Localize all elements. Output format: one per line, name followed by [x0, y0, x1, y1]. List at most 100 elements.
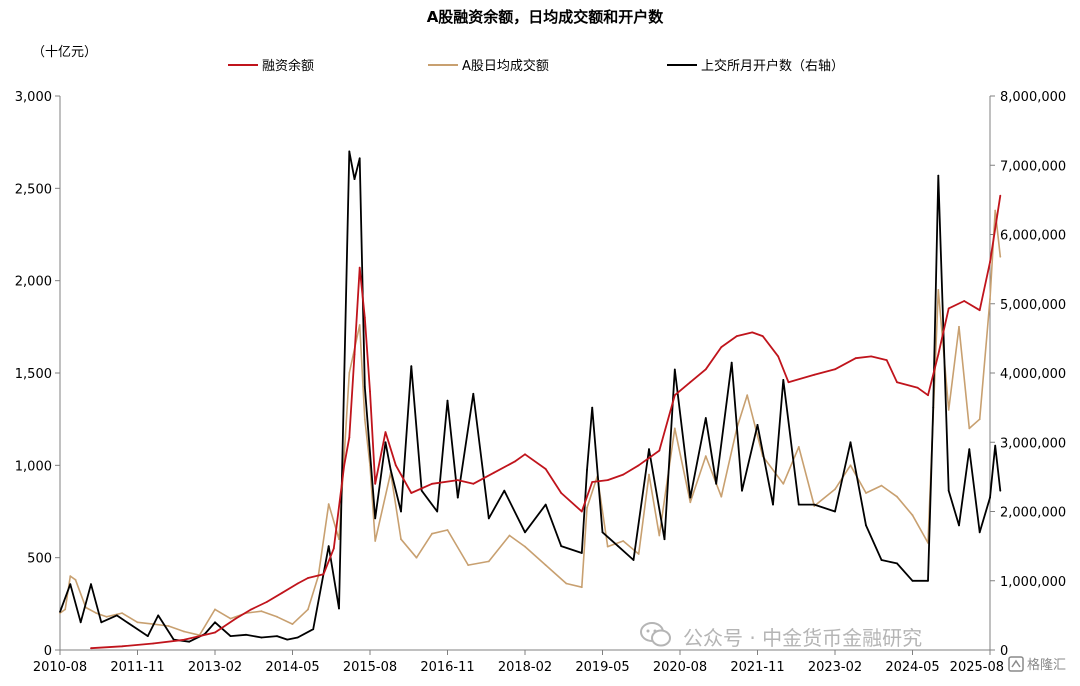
data-point: [74, 578, 77, 581]
data-point: [136, 621, 139, 624]
data-point: [384, 431, 387, 433]
data-point: [927, 579, 929, 582]
series-0: [90, 194, 1002, 650]
data-point: [276, 615, 278, 618]
data-point: [121, 612, 123, 614]
data-point: [978, 418, 981, 421]
data-point: [524, 531, 526, 534]
data-point: [730, 361, 733, 364]
y-left-tick-label: 2,000: [15, 275, 52, 290]
data-point: [157, 614, 160, 617]
y-unit-label: （十亿元）: [32, 45, 97, 60]
data-point: [513, 460, 516, 463]
data-point: [493, 471, 495, 474]
data-point: [689, 501, 692, 504]
data-point: [353, 178, 356, 181]
data-point: [565, 582, 568, 585]
data-point: [999, 255, 1002, 258]
data-point: [90, 583, 92, 586]
data-point: [673, 368, 676, 371]
data-point: [937, 289, 940, 291]
wechat-icon: [640, 622, 671, 647]
data-point: [968, 448, 971, 451]
data-point: [586, 506, 588, 509]
data-point: [591, 406, 594, 409]
data-point: [777, 355, 780, 358]
data-point: [782, 379, 785, 381]
data-point: [369, 390, 371, 393]
data-point: [343, 464, 346, 467]
y-right-tick-label: 2,000,000: [1000, 506, 1066, 521]
data-point: [214, 621, 216, 624]
data-point: [880, 484, 883, 487]
data-point: [704, 368, 707, 371]
data-point: [296, 582, 299, 585]
data-point: [896, 495, 898, 498]
data-point: [637, 464, 640, 467]
data-point: [152, 642, 154, 645]
data-point: [658, 534, 661, 537]
y-right-tick-label: 5,000,000: [1000, 298, 1066, 313]
data-point: [648, 473, 650, 476]
data-point: [115, 614, 118, 617]
data-point: [560, 545, 563, 547]
data-point: [978, 531, 981, 534]
y-right-tick-label: 7,000,000: [1000, 159, 1066, 174]
data-point: [265, 601, 268, 603]
data-point: [167, 625, 170, 627]
y-left-tick-label: 1,000: [15, 459, 52, 474]
data-point: [658, 449, 661, 452]
data-point: [487, 560, 490, 563]
y-right-tick-label: 1,000,000: [1000, 575, 1066, 590]
watermark: 公众号 · 中金货币金融研究 格隆汇: [640, 622, 1066, 673]
data-point: [363, 316, 366, 319]
data-point: [787, 381, 790, 384]
data-point: [937, 174, 940, 177]
data-point: [865, 492, 867, 494]
data-point: [937, 353, 940, 356]
data-point: [327, 545, 330, 547]
data-point: [456, 479, 459, 481]
x-tick-label: 2024-05: [885, 660, 939, 675]
y-left-tick-label: 2,500: [15, 182, 52, 197]
x-tick-label: 2014-05: [265, 660, 319, 675]
data-point: [704, 455, 707, 457]
data-point: [446, 399, 449, 402]
data-point: [580, 510, 583, 513]
data-point: [95, 612, 98, 614]
series-line: [59, 150, 1002, 643]
data-point: [146, 635, 149, 637]
data-point: [286, 638, 289, 641]
data-point: [374, 517, 377, 520]
data-point: [663, 538, 666, 541]
data-point: [958, 325, 960, 328]
data-point: [591, 481, 594, 483]
x-tick-label: 2018-02: [498, 660, 552, 675]
axes: 0 500 1,000 1,500 2,000 2,500 3,000 0 1,000,000 2…: [15, 90, 1066, 675]
data-point: [121, 645, 123, 648]
data-point: [989, 261, 991, 264]
data-point: [338, 538, 340, 541]
data-point: [916, 386, 919, 389]
data-point: [69, 575, 72, 577]
data-point: [431, 482, 433, 485]
data-point: [90, 647, 92, 650]
data-point: [296, 636, 299, 639]
data-point: [606, 479, 609, 481]
data-point: [586, 469, 588, 471]
data-point: [183, 638, 185, 641]
data-point: [741, 489, 743, 492]
data-point: [911, 579, 914, 582]
data-point: [420, 489, 423, 492]
legend: 融资余额 A股日均成交额 上交所月开户数（右轴）: [228, 58, 844, 74]
series-line: [59, 209, 1002, 636]
data-point: [761, 335, 764, 337]
data-point: [524, 545, 526, 548]
data-point: [715, 482, 718, 485]
data-point: [632, 559, 635, 561]
data-point: [363, 386, 366, 388]
data-point: [673, 394, 676, 397]
data-point: [503, 489, 506, 492]
x-tick-label: 2015-08: [343, 660, 397, 675]
